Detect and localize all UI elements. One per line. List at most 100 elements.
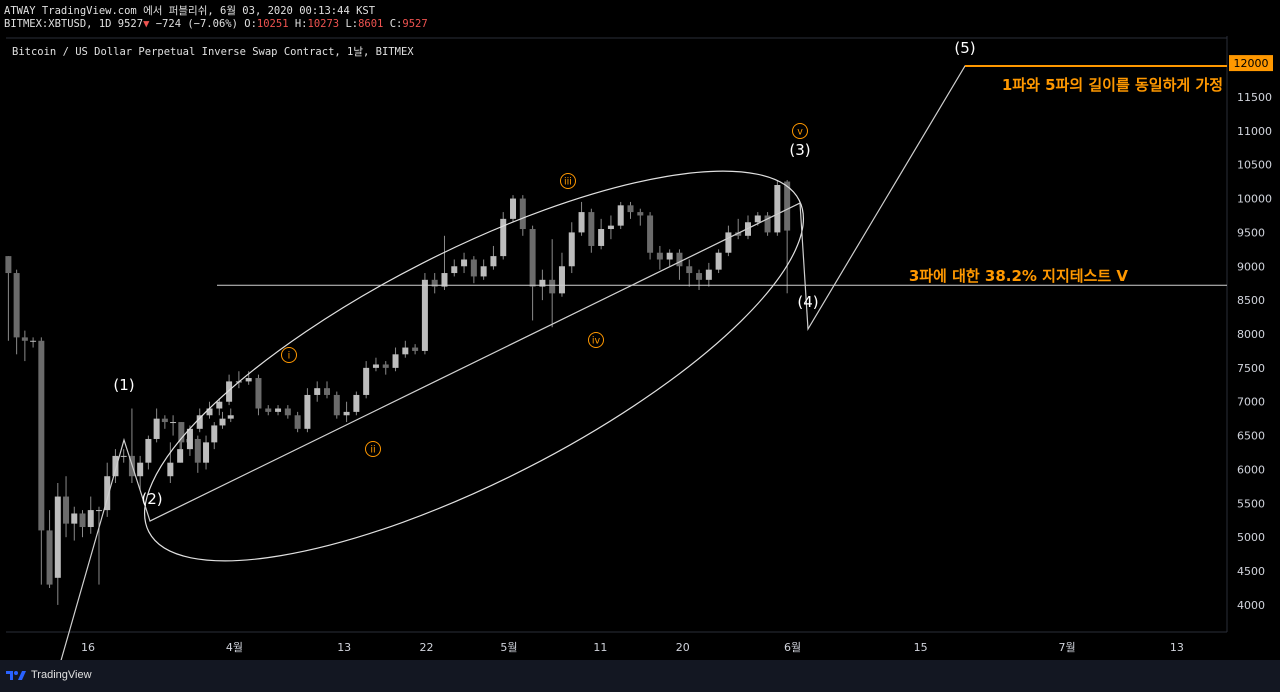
candle-body [255,378,262,409]
candle-body [226,381,233,402]
subwave-circle [281,347,297,363]
x-tick-label: 5월 [500,641,517,654]
wave-label: (4) [797,293,818,311]
candle-body [38,340,45,531]
price-badge [1229,55,1273,72]
down-arrow-icon: ▼ [143,18,150,30]
candle-body [363,367,370,395]
candle-body [539,279,546,287]
wave-label: (2) [141,490,162,508]
candle-body [647,215,654,253]
wave-label: (5) [954,39,975,57]
candle-body [87,510,94,528]
candle-body [137,462,144,477]
candle-body [529,229,536,287]
y-tick-label: 10000 [1237,193,1272,206]
y-tick-label: 4000 [1237,599,1265,612]
candle-body [500,218,507,257]
x-tick-label: 6월 [784,641,801,654]
subwave-circle [588,332,604,348]
candle-body [30,340,37,342]
candle-body [510,198,517,219]
candle-body [104,476,111,511]
candle-body [323,388,330,395]
x-tick-label: 22 [420,641,434,654]
candle-body [196,415,203,429]
candle-body [177,449,184,463]
subwave-circle [365,441,381,457]
candle-body [431,279,438,287]
candle-body [588,212,595,246]
x-tick-label: 13 [337,641,351,654]
candle-body [490,256,497,267]
candle-body [5,256,12,274]
y-tick-label: 10500 [1237,159,1272,172]
candle-body [607,225,614,230]
x-tick-label: 11 [593,641,607,654]
candle-body [284,408,291,416]
candle-body [304,394,311,429]
candle-body [402,347,409,355]
x-tick-label: 4월 [226,641,243,654]
y-tick-label: 8500 [1237,294,1265,307]
close-label: C: [389,18,403,30]
candle-body [549,279,556,294]
x-tick-label: 15 [914,641,928,654]
subwave-label: iv [592,336,601,347]
candle-body [294,415,301,429]
candle-body [245,378,252,382]
annotation-text: 3파에 대한 38.2% 지지테스트 V [909,267,1129,285]
candle-body [120,455,127,457]
candle-body [194,438,201,463]
candle-body [519,198,526,230]
symbol-prefix: BITMEX:XBTUSD, 1D 9527 [4,18,144,30]
candle-body [145,438,152,463]
candle-body [227,415,234,419]
y-tick-label: 7500 [1237,362,1265,375]
candle-body [382,364,389,368]
high-value: 10273 [307,18,340,30]
candle-body [13,273,20,338]
candle-body [637,212,644,216]
candle-body [578,212,585,233]
tradingview-logo[interactable]: TradingView [6,669,92,681]
candle-body [353,394,360,412]
candle-body [333,394,340,416]
candle-body [627,205,634,213]
x-tick-label: 13 [1170,641,1184,654]
candle-body [265,408,272,412]
candle-body [206,408,213,416]
candle-body [421,279,428,351]
candle-body [343,411,350,416]
candle-body [46,530,53,585]
candle-body [203,442,210,463]
candle-body [470,259,477,277]
candle-body [63,496,70,524]
wave-label: (3) [789,141,810,159]
y-tick-label: 5500 [1237,497,1265,510]
y-tick-label: 5000 [1237,531,1265,544]
wave-label: (1) [113,376,134,394]
price-chart[interactable]: 4000 4500 5000 5500 6000 6500 7000 7500 8000 8500… [0,36,1280,665]
x-tick-label: 7월 [1058,641,1075,654]
candle-body [412,347,419,351]
open-value: 10251 [256,18,289,30]
x-tick-label: 16 [81,641,95,654]
chart-area[interactable]: 4000 4500 5000 5500 6000 6500 7000 7500 8000 8500… [0,36,1280,665]
candle-body [71,513,78,524]
y-tick-label: 4500 [1237,565,1265,578]
subwave-label: v [797,127,803,138]
candle-body [21,337,28,341]
candle-body [95,510,102,512]
candle-body [725,232,732,253]
chart-title: Bitcoin / US Dollar Perpetual Inverse Sw… [12,46,414,58]
candle-body [754,215,761,223]
y-tick-label: 9000 [1237,260,1265,273]
open-label: O: [244,18,257,30]
candle-body [161,418,168,423]
candle-body [178,422,185,443]
price-badge-label: 12000 [1234,57,1269,70]
candle-body [112,455,119,477]
subwave-circle [560,173,576,189]
candle-body [153,418,160,439]
